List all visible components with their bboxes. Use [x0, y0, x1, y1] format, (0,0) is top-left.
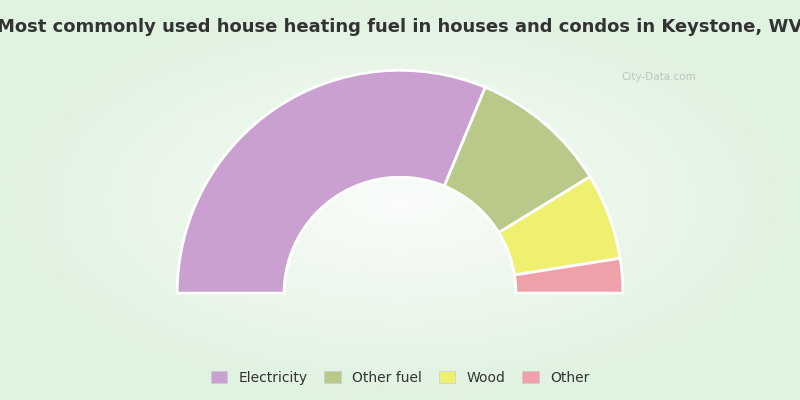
Wedge shape [177, 70, 486, 293]
Legend: Electricity, Other fuel, Wood, Other: Electricity, Other fuel, Wood, Other [206, 367, 594, 389]
Text: Most commonly used house heating fuel in houses and condos in Keystone, WV: Most commonly used house heating fuel in… [0, 18, 800, 36]
Wedge shape [499, 177, 620, 275]
Wedge shape [444, 87, 590, 232]
Wedge shape [514, 258, 623, 293]
Text: City-Data.com: City-Data.com [622, 72, 696, 82]
